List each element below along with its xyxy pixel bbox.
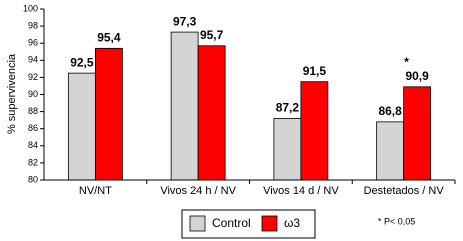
value-label: 92,5 [70, 55, 94, 69]
value-label: 91,5 [303, 64, 327, 78]
bar [197, 45, 226, 181]
x-tick-label: NV/NT [79, 185, 112, 197]
y-tick-label: 84 [28, 140, 38, 150]
bar [376, 121, 405, 181]
y-tick-label: 86 [28, 123, 38, 133]
bar [67, 72, 96, 181]
value-label: 97,3 [173, 14, 197, 28]
y-tick-label: 90 [28, 89, 38, 99]
bar [94, 47, 123, 181]
value-label: 95,7 [200, 28, 224, 42]
y-tick-label: 94 [28, 55, 38, 65]
significance-mark: * [404, 55, 409, 69]
x-tick-label: Destetados / NV [364, 185, 445, 197]
x-tick-label: Vivos 14 d / NV [263, 185, 339, 197]
y-tick-label: 80 [28, 174, 38, 184]
legend-label: ω3 [284, 216, 300, 230]
footnote: * P< 0,05 [378, 216, 415, 226]
bar [170, 31, 199, 181]
y-tick-label: 96 [28, 38, 38, 48]
x-tick-label: Vivos 24 h / NV [160, 185, 236, 197]
value-label: 86,8 [378, 104, 402, 118]
y-tick-label: 88 [28, 106, 38, 116]
bar [300, 81, 329, 181]
y-tick-label: 92 [28, 72, 38, 82]
y-tick-label: 100 [23, 3, 38, 13]
legend-label: Control [212, 216, 251, 230]
legend-swatch [261, 215, 278, 232]
y-axis-label: % supervivencia [6, 53, 18, 134]
bar [273, 118, 302, 181]
value-label: 95,4 [97, 31, 121, 45]
bar [403, 86, 432, 181]
y-tick-label: 82 [28, 157, 38, 167]
legend-swatch [189, 215, 206, 232]
y-tick-label: 98 [28, 20, 38, 30]
value-label: 87,2 [276, 101, 300, 115]
value-label: 90,9 [405, 69, 429, 83]
